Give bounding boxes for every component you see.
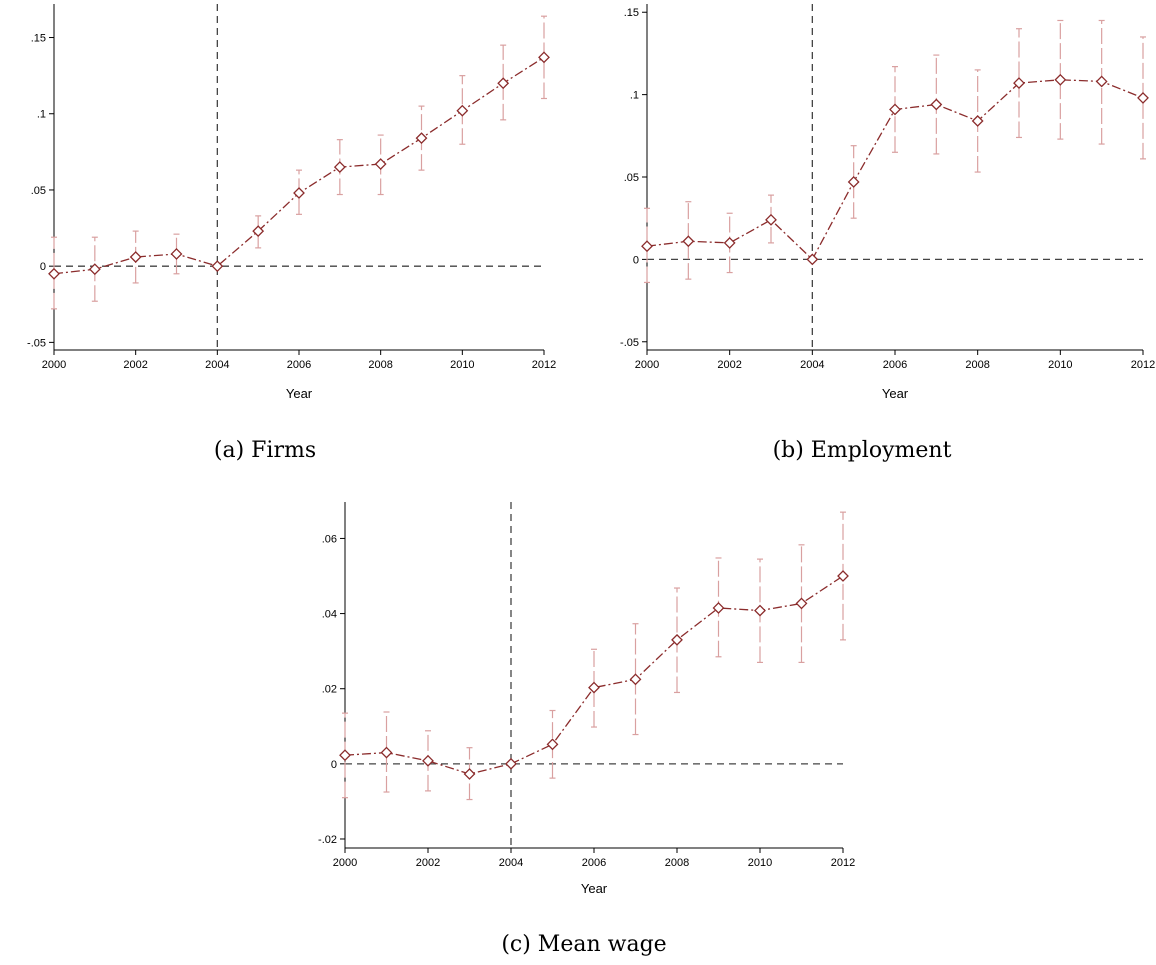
data-point-marker <box>129 251 142 263</box>
data-point-marker <box>723 236 736 249</box>
x-axis-title: Year <box>882 386 909 401</box>
x-tick-label: 2006 <box>287 359 311 371</box>
x-tick-label: 2002 <box>717 359 741 371</box>
data-point-marker <box>170 248 183 260</box>
data-point-marker <box>463 768 476 780</box>
data-point-marker <box>252 225 265 238</box>
panel-caption: (b) Employment <box>773 438 952 463</box>
data-point-marker <box>641 240 653 253</box>
data-point-marker <box>889 103 901 116</box>
y-tick-label: -.05 <box>620 337 639 349</box>
data-point-marker <box>754 604 766 617</box>
x-tick-label: 2004 <box>205 359 229 371</box>
data-point-marker <box>333 161 346 174</box>
y-tick-label: .15 <box>31 33 46 45</box>
data-point-marker <box>380 746 393 759</box>
data-point-marker <box>588 681 600 694</box>
data-point-marker <box>971 115 984 127</box>
chart-panel-2: -.02 0 .02 .04 .06 2000 2002 2004 2006 2008 2010 20… <box>318 502 855 957</box>
chart-panel-1: -.05 0 .05 .1 .15 2000 2002 2004 2006 2008 2010 201… <box>620 4 1155 463</box>
chart-panel-0: -.05 0 .05 .1 .15 2000 2002 2004 2006 2008 2010 201… <box>27 4 556 463</box>
data-point-marker <box>712 602 725 614</box>
panel-caption: (a) Firms <box>214 438 316 463</box>
data-point-marker <box>293 187 305 199</box>
data-point-marker <box>837 570 849 582</box>
y-tick-label: .1 <box>630 90 639 102</box>
panel-caption: (c) Mean wage <box>501 932 666 957</box>
data-point-marker <box>765 213 777 226</box>
x-axis-title: Year <box>286 386 313 401</box>
x-tick-label: 2000 <box>635 359 659 371</box>
data-point-marker <box>538 51 550 64</box>
data-point-marker <box>422 754 434 767</box>
x-tick-label: 2012 <box>532 359 556 371</box>
data-point-marker <box>497 77 510 90</box>
data-point-marker <box>682 235 695 248</box>
x-tick-label: 2002 <box>123 359 147 371</box>
data-point-marker <box>1013 77 1025 90</box>
x-tick-label: 2012 <box>1131 359 1155 371</box>
y-tick-label: .05 <box>624 172 639 184</box>
data-point-marker <box>795 597 808 610</box>
data-point-marker <box>88 263 101 276</box>
x-tick-label: 2004 <box>499 857 523 869</box>
x-tick-label: 2008 <box>965 359 989 371</box>
x-tick-label: 2008 <box>665 857 689 869</box>
data-point-marker <box>806 253 819 266</box>
x-tick-label: 2004 <box>800 359 824 371</box>
x-tick-label: 2000 <box>333 857 357 869</box>
y-tick-label: .05 <box>31 185 46 197</box>
x-tick-label: 2010 <box>748 857 772 869</box>
y-tick-label: 0 <box>633 254 639 266</box>
data-point-marker <box>546 738 559 751</box>
y-tick-label: 0 <box>331 759 337 771</box>
data-point-marker <box>48 267 60 280</box>
y-tick-label: .02 <box>322 684 337 696</box>
data-point-marker <box>1095 75 1108 88</box>
x-tick-label: 2006 <box>883 359 907 371</box>
data-point-marker <box>847 176 860 188</box>
x-tick-label: 2002 <box>416 857 440 869</box>
data-point-marker <box>505 757 517 770</box>
data-point-marker <box>671 633 683 646</box>
x-tick-label: 2006 <box>582 857 606 869</box>
data-point-marker <box>415 132 428 145</box>
data-point-marker <box>374 158 387 170</box>
y-tick-label: .04 <box>322 609 337 621</box>
data-point-marker <box>211 260 224 273</box>
y-tick-label: .1 <box>37 109 46 121</box>
x-tick-label: 2010 <box>450 359 474 371</box>
x-tick-label: 2012 <box>831 857 855 869</box>
x-tick-label: 2010 <box>1048 359 1072 371</box>
x-axis-title: Year <box>581 881 608 896</box>
data-point-marker <box>456 104 469 117</box>
y-tick-label: .06 <box>322 533 337 545</box>
y-tick-label: 0 <box>40 261 46 273</box>
data-point-marker <box>930 98 943 111</box>
y-tick-label: -.02 <box>318 834 337 846</box>
data-point-marker <box>339 749 351 762</box>
data-point-marker <box>1137 91 1149 104</box>
x-tick-label: 2008 <box>368 359 392 371</box>
x-tick-label: 2000 <box>42 359 66 371</box>
data-point-marker <box>1054 73 1067 86</box>
data-point-marker <box>629 673 642 686</box>
estimate-line <box>53 56 545 275</box>
y-tick-label: .15 <box>624 7 639 19</box>
y-tick-label: -.05 <box>27 337 46 349</box>
